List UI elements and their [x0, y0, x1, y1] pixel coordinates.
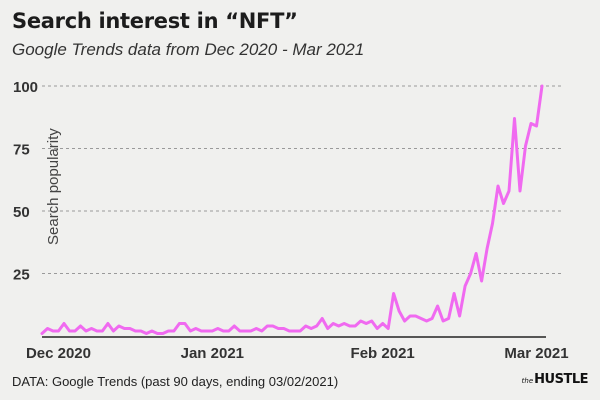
x-tick-labels: Dec 2020 Jan 2021 Feb 2021 Mar 2021 [26, 345, 569, 362]
chart-title: Search interest in “NFT” [12, 9, 298, 33]
y-tick-labels: 25 50 75 100 [13, 79, 38, 284]
x-tick-label: Feb 2021 [351, 345, 415, 362]
gridlines [42, 85, 562, 274]
y-tick-label: 100 [13, 79, 38, 96]
line-chart: 25 50 75 100 Dec 2020 Jan 2021 Feb 2021 Mar 20… [13, 79, 569, 362]
series-line [40, 84, 544, 335]
brand-small: the [521, 377, 534, 385]
x-tick-label: Jan 2021 [181, 345, 244, 362]
data-source-note: DATA: Google Trends (past 90 days, endin… [12, 374, 339, 389]
series [40, 84, 544, 335]
chart-subtitle: Google Trends data from Dec 2020 - Mar 2… [12, 40, 365, 59]
y-tick-label: 50 [13, 204, 30, 221]
brand-main: HUSTLE [534, 372, 588, 387]
y-tick-label: 75 [13, 142, 30, 159]
brand-logo: theHUSTLE [521, 372, 589, 387]
x-tick-label: Dec 2020 [26, 345, 91, 362]
y-tick-label: 25 [13, 267, 30, 284]
x-tick-label: Mar 2021 [504, 345, 568, 362]
y-axis-label: Search popularity [45, 128, 62, 245]
